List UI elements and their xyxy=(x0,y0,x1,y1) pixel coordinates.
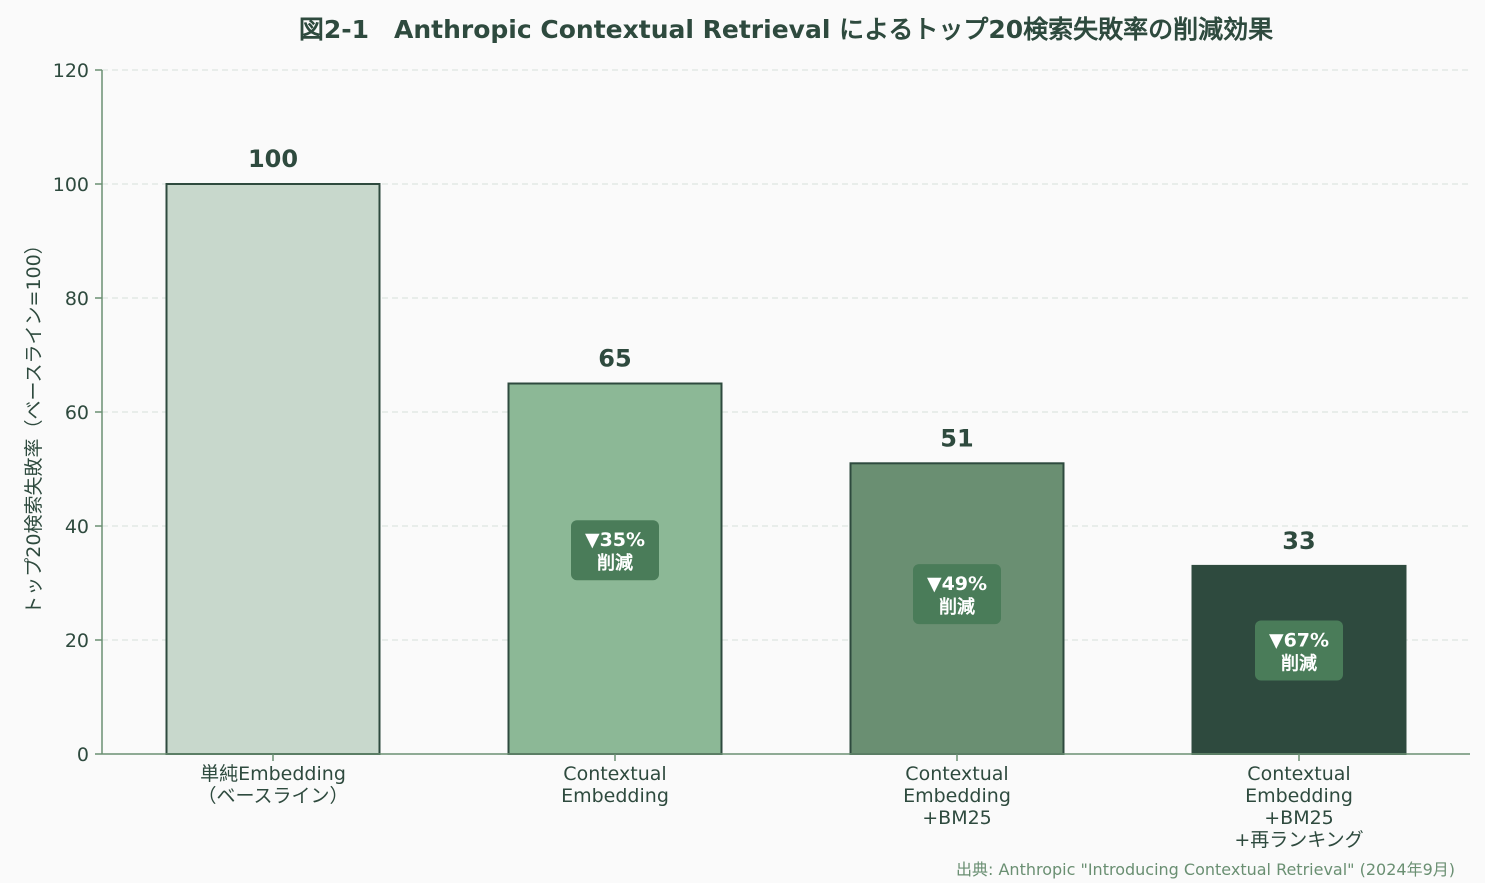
bar xyxy=(165,183,381,755)
reduction-badge-percent: ▼67% xyxy=(1269,630,1329,652)
axes: 0 20 40 60 80 100 120 単純Embedding（ベースライン） Contex… xyxy=(53,60,1470,851)
x-tick-label: （ベースライン） xyxy=(197,785,348,807)
x-tick-label: Contextual xyxy=(1247,763,1350,785)
data-label: 100 xyxy=(248,145,298,173)
x-tick-label: +再ランキング xyxy=(1234,829,1363,851)
x-tick-label: Embedding xyxy=(561,785,669,807)
y-tick-label: 0 xyxy=(77,744,89,766)
reduction-badge-text: 削減 xyxy=(1281,653,1317,675)
y-tick-label: 100 xyxy=(53,174,89,196)
y-axis-label: トップ20検索失敗率（ベースライン=100） xyxy=(23,235,45,614)
x-tick-label: +BM25 xyxy=(1264,807,1334,829)
chart-title: 図2-1 Anthropic Contextual Retrieval によるト… xyxy=(299,15,1273,44)
x-tick-label: Embedding xyxy=(1245,785,1353,807)
reduction-badge-text: 削減 xyxy=(939,596,975,618)
reduction-badge xyxy=(913,564,1001,625)
reduction-badge-percent: ▼49% xyxy=(927,573,987,595)
source-note: 出典: Anthropic "Introducing Contextual Re… xyxy=(956,860,1455,879)
y-tick-label: 80 xyxy=(65,288,89,310)
y-tick-label: 120 xyxy=(53,60,89,82)
reduction-badge-percent: ▼35% xyxy=(585,529,645,551)
x-tick-label: Embedding xyxy=(903,785,1011,807)
x-tick-label: +BM25 xyxy=(922,807,992,829)
data-label: 65 xyxy=(598,345,631,373)
y-tick-label: 20 xyxy=(65,630,89,652)
x-tick-label: Contextual xyxy=(905,763,1008,785)
y-tick-label: 60 xyxy=(65,402,89,424)
x-tick-label: Contextual xyxy=(563,763,666,785)
data-label: 51 xyxy=(940,424,973,452)
reduction-badge xyxy=(1255,620,1343,681)
y-tick-label: 40 xyxy=(65,516,89,538)
reduction-badge xyxy=(571,520,659,581)
data-label: 33 xyxy=(1282,527,1315,555)
reduction-badge-text: 削減 xyxy=(597,552,633,574)
x-tick-label: 単純Embedding xyxy=(200,763,346,785)
